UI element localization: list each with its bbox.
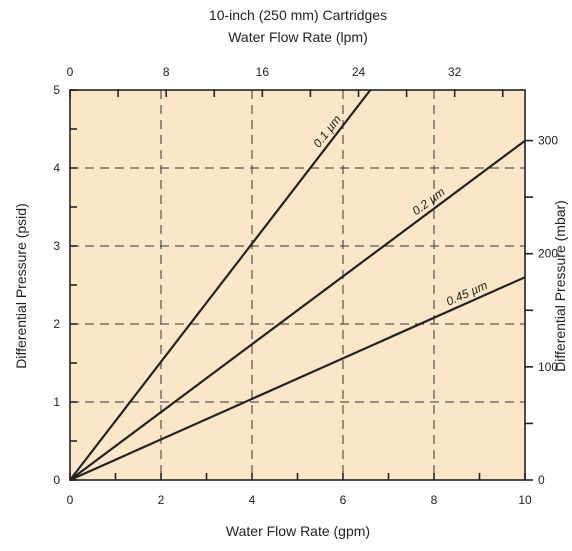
bottom-axis-title: Water Flow Rate (gpm) [226,523,370,539]
right-tick-label-1: 100 [538,360,558,374]
top-axis-title: Water Flow Rate (lpm) [228,29,368,45]
right-tick-label-0: 0 [538,473,545,487]
chart-title: 10-inch (250 mm) Cartridges [209,7,387,23]
left-tick-label-4: 4 [53,161,60,175]
top-tick-label-2: 16 [256,65,270,79]
right-tick-label-3: 300 [538,134,558,148]
top-tick-label-3: 24 [352,65,366,79]
left-tick-label-0: 0 [53,473,60,487]
series-line-1 [69,139,526,481]
series-line-2 [69,276,526,482]
left-tick-label-2: 2 [53,317,60,331]
series-line-0 [69,89,372,481]
left-tick-label-3: 3 [53,239,60,253]
bottom-tick-label-0: 0 [67,493,74,507]
top-tick-label-1: 8 [163,65,170,79]
right-axis-title: Differential Pressure (mbar) [552,200,568,372]
left-tick-label-1: 1 [53,395,60,409]
bottom-tick-label-5: 10 [518,493,532,507]
bottom-tick-label-2: 4 [249,493,256,507]
bottom-tick-label-1: 2 [158,493,165,507]
left-tick-label-5: 5 [53,83,60,97]
top-tick-label-0: 0 [67,65,74,79]
left-axis-title: Differential Pressure (psid) [13,203,29,368]
top-tick-label-4: 32 [448,65,462,79]
plot-background [70,90,525,480]
bottom-tick-label-4: 8 [431,493,438,507]
bottom-tick-label-3: 6 [340,493,347,507]
right-tick-label-2: 200 [538,247,558,261]
